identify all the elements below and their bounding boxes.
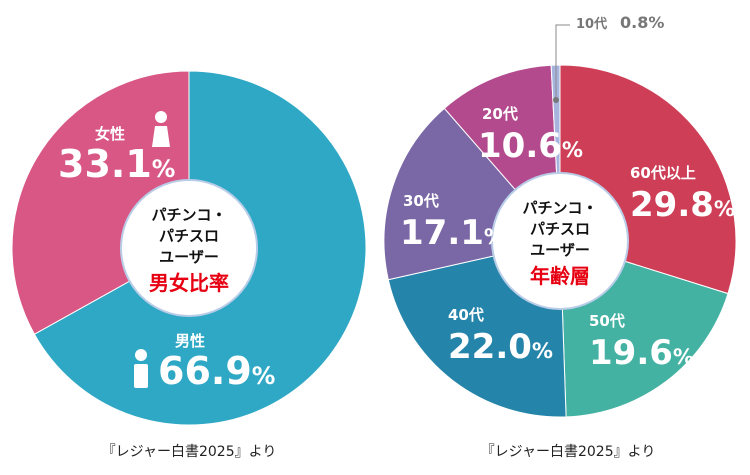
source-caption: 『レジャー白書2025』より xyxy=(102,444,277,460)
slice-category-label: 女性 xyxy=(95,125,125,143)
percent-sign: % xyxy=(484,224,505,249)
percent-sign: % xyxy=(562,137,583,162)
percent-sign: % xyxy=(532,338,553,363)
percent-sign: % xyxy=(252,362,276,390)
center-title-line: パチンコ・ xyxy=(522,199,597,217)
icon-body xyxy=(134,364,148,388)
leader-dot xyxy=(553,97,559,103)
slice-category-label: 60代以上 xyxy=(630,164,696,182)
center-title-line: ユーザー xyxy=(159,248,219,266)
slice-category-label: 50代 xyxy=(589,312,625,330)
icon-body xyxy=(152,126,170,147)
center-title-line: パチスロ xyxy=(530,220,590,238)
male-person-icon xyxy=(134,349,148,388)
center-title-line: パチスロ xyxy=(159,227,219,245)
percent-sign: % xyxy=(152,155,176,183)
female-person-icon xyxy=(152,111,170,147)
pie-chart-1: パチンコ・パチスロユーザー年齢層60代以上29.8%50代19.6%40代22.… xyxy=(383,13,737,418)
slice-category-label: 40代 xyxy=(448,306,484,324)
center-highlight: 年齢層 xyxy=(530,264,590,288)
center-circle-inner xyxy=(496,177,624,305)
icon-head xyxy=(155,111,167,123)
center-circle-inner xyxy=(125,184,253,312)
slice-category-label: 男性 xyxy=(175,332,205,350)
source-caption: 『レジャー白書2025』より xyxy=(481,444,656,460)
slice-category-label: 10代 xyxy=(576,16,607,32)
slice-value-label: 0.8% xyxy=(620,13,664,32)
icon-head xyxy=(135,349,147,361)
slice-category-label: 30代 xyxy=(403,192,439,210)
slice-category-label: 20代 xyxy=(482,105,518,123)
center-title-line: パチンコ・ xyxy=(151,206,226,224)
percent-sign: % xyxy=(714,196,735,221)
leader-line xyxy=(555,24,570,100)
percent-sign: % xyxy=(673,344,694,369)
center-title-line: ユーザー xyxy=(530,241,590,259)
center-highlight: 男女比率 xyxy=(149,271,229,295)
